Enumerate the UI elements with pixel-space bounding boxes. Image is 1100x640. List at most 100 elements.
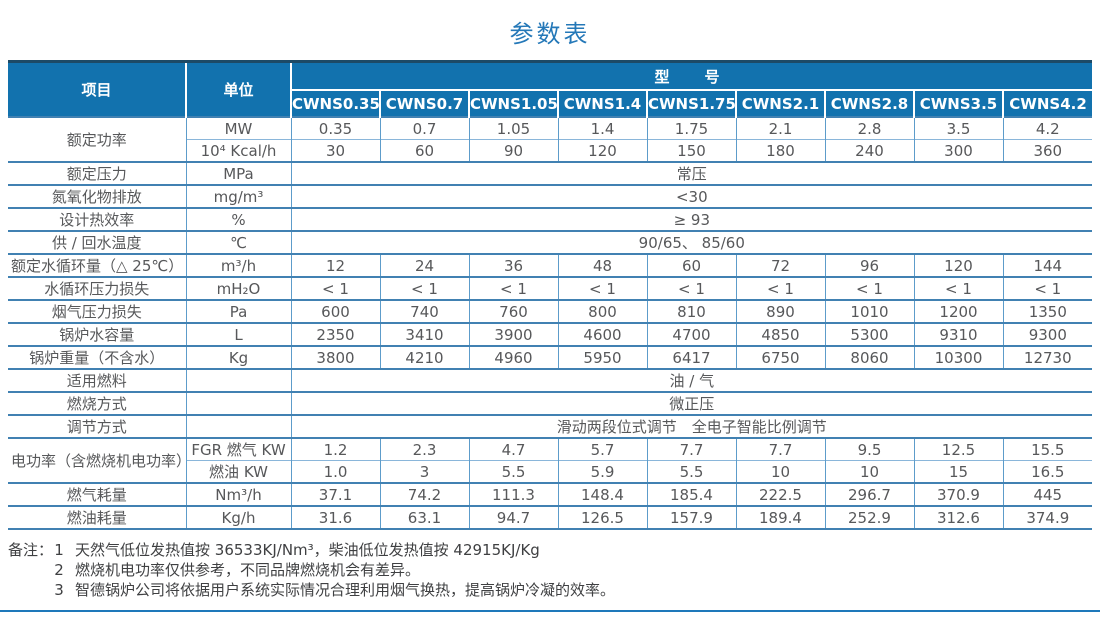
column-header-model-group: 型 号 <box>289 61 1093 90</box>
value-cell: 2.8 <box>824 116 914 140</box>
row-label: 适用燃料 <box>8 368 186 392</box>
value-cell: 4700 <box>646 322 736 346</box>
value-cell: 5.5 <box>468 460 558 483</box>
value-cell: 5950 <box>557 345 647 369</box>
value-cell-span: 微正压 <box>290 391 1093 415</box>
unit-cell: mH₂O <box>185 276 291 300</box>
value-cell: 96 <box>824 253 914 277</box>
value-cell: 60 <box>379 139 469 162</box>
value-cell: 760 <box>468 299 558 323</box>
table-row: 额定水循环量（△ 25℃） m³/h 12 24 36 48 60 72 96 120 144 <box>8 253 1093 277</box>
value-cell: 4.7 <box>468 437 558 461</box>
value-cell: 240 <box>824 139 914 162</box>
value-cell: 4960 <box>468 345 558 369</box>
value-cell: 222.5 <box>735 482 825 506</box>
value-cell: 3900 <box>468 322 558 346</box>
value-cell: < 1 <box>824 276 914 300</box>
value-cell-span: 滑动两段位式调节 全电子智能比例调节 <box>290 414 1093 438</box>
table-row: 燃烧方式 微正压 <box>8 391 1093 415</box>
row-label: 调节方式 <box>8 414 186 438</box>
note-text: 燃烧机电功率仅供参考，不同品牌燃烧机会有差异。 <box>75 561 421 579</box>
value-cell: 370.9 <box>913 482 1003 506</box>
value-cell: 2.3 <box>379 437 469 461</box>
value-cell: < 1 <box>379 276 469 300</box>
column-header-model: CWNS4.2 <box>1001 89 1093 117</box>
column-header-model: CWNS0.35 <box>290 89 380 117</box>
column-header-item: 项目 <box>8 61 186 117</box>
row-label: 燃气耗量 <box>8 482 186 506</box>
value-cell: 3410 <box>379 322 469 346</box>
value-cell: 252.9 <box>824 505 914 530</box>
row-label: 额定压力 <box>8 161 186 185</box>
unit-cell: Pa <box>185 299 291 323</box>
table-row: 电功率（含燃烧机电功率） FGR 燃气 KW 1.2 2.3 4.7 5.7 7.7 7.7 9… <box>8 437 1093 483</box>
column-header-model: CWNS3.5 <box>913 89 1003 117</box>
value-cell: < 1 <box>913 276 1003 300</box>
value-cell: 1.05 <box>468 116 558 140</box>
column-header-unit: 单位 <box>185 61 291 117</box>
table-body: 额定功率 MW 0.35 0.7 1.05 1.4 1.75 2.1 2.8 3.5 4.2 10⁴ … <box>8 116 1093 530</box>
unit-cell: L <box>185 322 291 346</box>
value-cell: 5.7 <box>557 437 647 461</box>
value-cell: 1.4 <box>557 116 647 140</box>
value-cell: 374.9 <box>1002 505 1093 530</box>
spec-table: 项目 单位 型 号 CWNS0.35 CWNS0.7 CWNS1.05 CWNS1.4… <box>8 60 1093 530</box>
value-cell: 6750 <box>735 345 825 369</box>
unit-cell: ℃ <box>185 230 291 254</box>
value-cell: 810 <box>646 299 736 323</box>
value-cell: 15 <box>913 460 1003 483</box>
notes-block: 备注： 1 天然气低位发热值按 36533KJ/Nm³，柴油低位发热值按 4291… <box>8 540 1092 600</box>
unit-cell: mg/m³ <box>185 184 291 208</box>
value-cell: 150 <box>646 139 736 162</box>
value-cell: 1200 <box>913 299 1003 323</box>
unit-cell: MW <box>185 116 291 140</box>
row-label: 额定功率 <box>8 116 186 162</box>
value-cell: 600 <box>290 299 380 323</box>
table-row: 10⁴ Kcal/h 30 60 90 120 150 180 240 300 360 <box>8 139 1093 162</box>
value-cell: 1.2 <box>290 437 380 461</box>
value-cell: 12730 <box>1002 345 1093 369</box>
value-cell: < 1 <box>735 276 825 300</box>
value-cell: 0.7 <box>379 116 469 140</box>
value-cell-span: <30 <box>290 184 1093 208</box>
value-cell: 2.1 <box>735 116 825 140</box>
value-cell: 3 <box>379 460 469 483</box>
notes-label: 备注： <box>8 541 54 559</box>
row-label: 水循环压力损失 <box>8 276 186 300</box>
value-cell-span: ≥ 93 <box>290 207 1093 231</box>
value-cell: 5.9 <box>557 460 647 483</box>
value-cell: 300 <box>913 139 1003 162</box>
value-cell: 2350 <box>290 322 380 346</box>
table-row: 燃油耗量 Kg/h 31.6 63.1 94.7 126.5 157.9 189.4 252.9… <box>8 505 1093 530</box>
value-cell: 63.1 <box>379 505 469 530</box>
notes-list: 1 天然气低位发热值按 36533KJ/Nm³，柴油低位发热值按 42915KJ/… <box>53 540 615 600</box>
header-row-models: CWNS0.35 CWNS0.7 CWNS1.05 CWNS1.4 CWNS1.75 CW… <box>8 89 1093 117</box>
table-row: 调节方式 滑动两段位式调节 全电子智能比例调节 <box>8 414 1093 438</box>
value-cell: 185.4 <box>646 482 736 506</box>
value-cell: 144 <box>1002 253 1093 277</box>
table-row: 烟气压力损失 Pa 600 740 760 800 810 890 1010 1200 1350 <box>8 299 1093 323</box>
value-cell: 12.5 <box>913 437 1003 461</box>
value-cell: 180 <box>735 139 825 162</box>
value-cell: 15.5 <box>1002 437 1093 461</box>
value-cell: < 1 <box>290 276 380 300</box>
value-cell: 445 <box>1002 482 1093 506</box>
table-row: 氮氧化物排放 mg/m³ <30 <box>8 184 1093 208</box>
table-row: 额定压力 MPa 常压 <box>8 161 1093 185</box>
table-header: 项目 单位 型 号 CWNS0.35 CWNS0.7 CWNS1.05 CWNS1.4… <box>8 61 1093 117</box>
value-cell-span: 90/65、 85/60 <box>290 230 1093 254</box>
value-cell: < 1 <box>646 276 736 300</box>
note-number: 3 <box>54 581 64 599</box>
value-cell: 4.2 <box>1002 116 1093 140</box>
value-cell: 126.5 <box>557 505 647 530</box>
unit-cell <box>185 414 291 438</box>
value-cell: 5300 <box>824 322 914 346</box>
value-cell: 1350 <box>1002 299 1093 323</box>
value-cell: 148.4 <box>557 482 647 506</box>
column-header-model: CWNS1.4 <box>557 89 647 117</box>
value-cell: < 1 <box>468 276 558 300</box>
note-number: 1 <box>54 541 64 559</box>
note-line: 2 燃烧机电功率仅供参考，不同品牌燃烧机会有差异。 <box>53 560 615 580</box>
note-line: 1 天然气低位发热值按 36533KJ/Nm³，柴油低位发热值按 42915KJ/… <box>53 540 615 560</box>
column-header-model: CWNS0.7 <box>379 89 469 117</box>
